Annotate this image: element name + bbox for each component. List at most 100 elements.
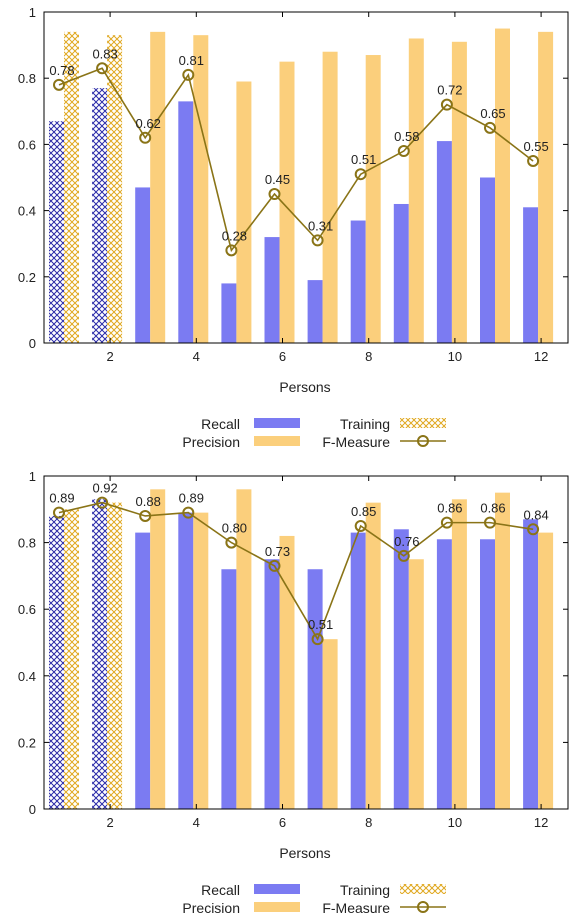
precision-bar: [150, 489, 166, 809]
fmeasure-data-label: 0.86: [437, 501, 462, 516]
fmeasure-data-label: 0.88: [136, 494, 161, 509]
x-tick-label: 10: [448, 349, 462, 364]
x-axis-label-top: Persons: [279, 379, 330, 395]
legend-training-swatch-bottom: [400, 884, 446, 894]
fmeasure-point: [225, 536, 238, 549]
y-tick-label: 0.6: [18, 602, 36, 617]
plot-frame: [43, 475, 569, 810]
plot-frame-top: [43, 11, 569, 344]
legend-precision-swatch: [254, 436, 300, 446]
y-tick-label: 0.2: [18, 270, 36, 285]
fmeasure-data-label: 0.80: [222, 521, 247, 536]
recall-bar: [350, 220, 366, 343]
chart-bottom: 0.890.920.88 0.890.800.730.510.850.760.86…: [18, 469, 569, 916]
fmeasure-point: [53, 78, 65, 91]
fmeasure-point: [311, 633, 324, 646]
fmeasure-point: [440, 516, 453, 529]
x-tick-label: 10: [448, 815, 462, 830]
legend-precision-label-bottom: Precision: [182, 900, 240, 916]
fmeasure-polyline: [58, 67, 534, 253]
x-tick-label: 6: [279, 815, 286, 830]
precision-bar: [538, 31, 554, 344]
recall-bar: [307, 280, 323, 343]
y-tick-label: 0.4: [18, 669, 36, 684]
fmeasure-data-label: 0.72: [437, 83, 462, 98]
plot-frame-bottom: [43, 475, 569, 810]
fmeasure-point: [53, 506, 65, 519]
y-tick-label: 0: [29, 802, 36, 817]
recall-bar: [480, 539, 495, 809]
fmeasure-data-label: 0.89: [49, 491, 74, 506]
precision-bar: [322, 51, 338, 343]
recall-bar: [92, 88, 108, 343]
fmeasure-point: [268, 559, 281, 572]
x-tick-label: 2: [106, 349, 113, 364]
precision-bar: [193, 512, 209, 809]
fmeasure-point: [527, 523, 540, 536]
legend-fmeasure-marker-bottom: [417, 901, 429, 913]
recall-bar: [221, 283, 237, 343]
y-tick-label: 0.4: [18, 204, 36, 219]
fmeasure-point: [354, 519, 367, 532]
recall-bar: [523, 207, 539, 343]
x-tick-label: 8: [365, 349, 372, 364]
precision-bar: [107, 35, 123, 344]
legend-training-label-bottom: Training: [340, 882, 390, 898]
y-tick-label: 1: [29, 5, 36, 20]
precision-bar: [279, 61, 295, 344]
legend-fmeasure-label-bottom: F-Measure: [322, 900, 390, 916]
y-tick-label: 0.2: [18, 735, 36, 750]
fmeasure-point: [268, 188, 281, 201]
precision-bar: [236, 81, 252, 343]
fmeasure-point: [484, 516, 496, 529]
ticks-top: 00.20.40.60.812 4 6 8 10 12: [18, 5, 568, 364]
fmeasure-point: [182, 68, 195, 81]
x-tick-label: 12: [534, 815, 548, 830]
recall-bar: [393, 529, 409, 809]
fmeasure-data-label: 0.51: [351, 152, 376, 167]
recall-bar: [436, 539, 452, 809]
precision-bar: [365, 502, 381, 809]
plot-frame: [43, 11, 569, 344]
legend-fmeasure-label: F-Measure: [322, 434, 390, 450]
fmeasure-data-label: 0.73: [265, 544, 290, 559]
bars-top: [49, 28, 554, 344]
precision-bar: [365, 55, 381, 343]
precision-bar: [408, 38, 424, 343]
fmeasure-data-label: 0.55: [523, 139, 548, 154]
legend-recall-label: Recall: [201, 416, 240, 432]
recall-bar: [523, 519, 539, 809]
fmeasure-data-label: 0.89: [179, 491, 204, 506]
recall-bar: [264, 237, 280, 343]
fmeasure-data-label: 0.65: [480, 106, 505, 121]
recall-bar: [178, 512, 194, 809]
fmeasure-polyline: [58, 501, 534, 642]
y-tick-label: 0.8: [18, 71, 36, 86]
fmeasure-point: [139, 509, 152, 522]
precision-bar: [107, 502, 123, 809]
y-tick-label: 0: [29, 336, 36, 351]
precision-bar: [64, 509, 79, 809]
fmeasure-point: [440, 98, 453, 111]
precision-bar: [322, 639, 338, 809]
recall-bar: [49, 121, 64, 343]
fmeasure-data-label: 0.78: [49, 63, 74, 78]
fmeasure-point: [311, 234, 324, 247]
recall-bar: [178, 101, 194, 344]
fmeasure-point: [397, 145, 410, 158]
fmeasure-point: [397, 549, 410, 562]
legend-recall-label-bottom: Recall: [201, 882, 240, 898]
legend-training-swatch: [400, 418, 446, 428]
fmeasure-data-label: 0.86: [480, 501, 505, 516]
fmeasure-data-label: 0.85: [351, 504, 376, 519]
precision-bar: [451, 499, 467, 809]
recall-bar: [135, 532, 151, 809]
recall-bar: [135, 187, 151, 343]
fmeasure-line-bottom: 0.89 0.92 0.88 0.89 0.80 0.73 0.51 0.85 0.76 0.86…: [49, 481, 549, 646]
chart-top: 0.780.830.620.810.280.450.310.510.580.72…: [18, 5, 569, 450]
recall-bar: [436, 141, 452, 343]
fmeasure-point: [96, 496, 109, 509]
fmeasure-data-label: 0.62: [136, 116, 161, 131]
x-tick-label: 12: [534, 349, 548, 364]
fmeasure-line-top: 0.78 0.83 0.62 0.81 0.28 0.45 0.31 0.51 0.58 0.72…: [49, 46, 549, 257]
